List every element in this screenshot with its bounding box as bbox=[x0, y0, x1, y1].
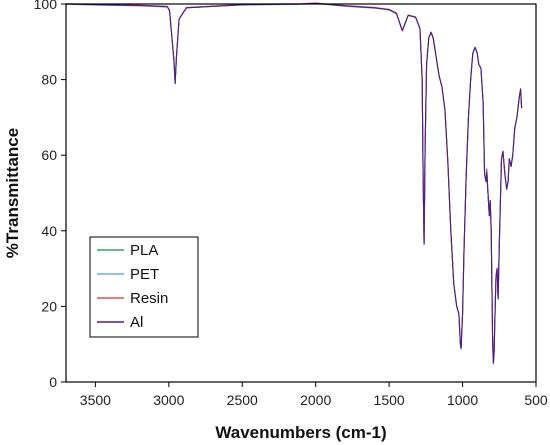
plot-frame bbox=[65, 3, 537, 383]
y-axis: 0 20 40 60 80 100 bbox=[34, 0, 66, 390]
x-axis-title: Wavenumbers (cm-1) bbox=[215, 423, 386, 442]
x-tick-label: 1500 bbox=[374, 392, 405, 408]
x-tick-label: 500 bbox=[524, 392, 548, 408]
legend-box bbox=[89, 236, 199, 338]
x-tick-label: 3000 bbox=[153, 392, 184, 408]
x-tick-label: 3500 bbox=[80, 392, 111, 408]
legend-label-pla: PLA bbox=[130, 242, 158, 259]
x-tick-label: 2000 bbox=[300, 392, 331, 408]
x-tick-label: 1000 bbox=[447, 392, 478, 408]
legend: PLA PET Resin Al bbox=[89, 236, 199, 338]
x-axis: 3500 3000 2500 2000 1500 1000 500 bbox=[80, 382, 548, 408]
legend-label-al: Al bbox=[130, 314, 143, 331]
series-layer bbox=[65, 2, 523, 365]
y-tick-label: 20 bbox=[41, 298, 57, 314]
y-tick-label: 100 bbox=[34, 0, 58, 12]
y-tick-label: 0 bbox=[49, 374, 57, 390]
series-line-al bbox=[65, 2, 523, 365]
legend-label-pet: PET bbox=[130, 266, 159, 283]
y-tick-label: 40 bbox=[41, 223, 57, 239]
y-tick-label: 80 bbox=[41, 72, 57, 88]
y-axis-title: %Transmittance bbox=[3, 128, 22, 258]
legend-label-resin: Resin bbox=[130, 290, 168, 307]
x-tick-label: 2500 bbox=[227, 392, 258, 408]
y-tick-label: 60 bbox=[41, 147, 57, 163]
